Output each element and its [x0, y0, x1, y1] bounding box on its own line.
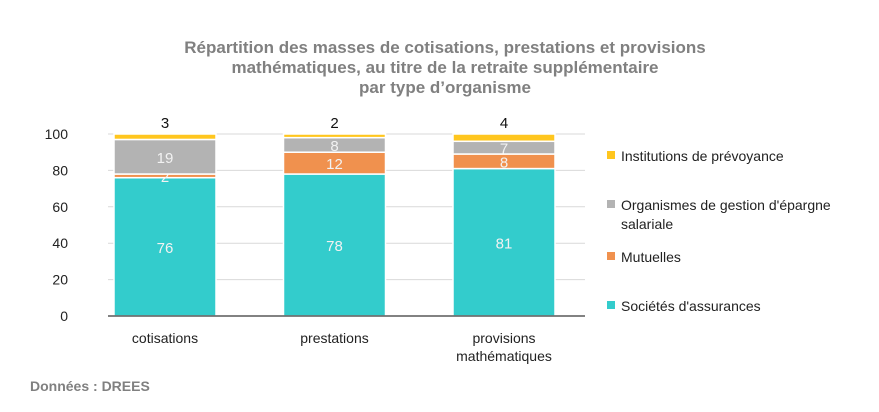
legend-label: Mutuelles: [621, 249, 681, 265]
legend-swatch: [607, 252, 615, 260]
data-label: 8: [500, 154, 508, 171]
data-label: 19: [157, 150, 174, 167]
y-tick-label: 100: [45, 126, 69, 142]
y-tick-label: 0: [60, 308, 68, 324]
data-label: 78: [326, 238, 343, 255]
data-label: 4: [500, 115, 508, 132]
legend-item: Institutions de prévoyance: [607, 147, 784, 166]
data-label: 2: [330, 115, 338, 132]
title-line: Répartition des masses de cotisations, p…: [184, 38, 706, 57]
bar-segment: [282, 133, 387, 139]
source-note: Données : DREES: [30, 378, 150, 394]
legend-item: Mutuelles: [607, 248, 681, 267]
legend-swatch: [607, 301, 615, 309]
data-label: 8: [330, 138, 338, 155]
legend-label: Institutions de prévoyance: [621, 148, 784, 164]
data-label: 2: [161, 169, 169, 186]
data-label: 76: [157, 240, 174, 257]
legend-item: Sociétés d'assurances: [607, 297, 761, 316]
title-line: mathématiques, au titre de la retraite s…: [231, 58, 659, 77]
data-label: 81: [496, 235, 513, 252]
x-tick-label: cotisations: [132, 330, 198, 346]
y-tick-label: 80: [52, 162, 68, 178]
data-label: 3: [161, 115, 169, 132]
legend-swatch: [607, 200, 615, 208]
x-tick-label: prestations: [300, 330, 368, 346]
bar-segment: [282, 173, 387, 317]
title-line: par type d’organisme: [359, 78, 531, 97]
legend-label: Sociétés d'assurances: [621, 298, 761, 314]
legend-swatch: [607, 151, 615, 159]
bar-segment: [452, 133, 556, 143]
legend-item: Organismes de gestion d'épargne salariale: [607, 196, 831, 234]
y-tick-label: 40: [52, 235, 68, 251]
data-label: 12: [326, 156, 343, 173]
bar-segment: [113, 133, 217, 141]
legend-label: Organismes de gestion d'épargne salariale: [621, 197, 831, 232]
x-tick-label: mathématiques: [456, 348, 552, 364]
y-tick-label: 60: [52, 199, 68, 215]
y-tick-label: 20: [52, 272, 68, 288]
chart-title: Répartition des masses de cotisations, p…: [120, 38, 770, 98]
x-tick-label: provisions: [472, 330, 535, 346]
data-label: 7: [500, 141, 508, 158]
bar-segment: [452, 167, 556, 317]
